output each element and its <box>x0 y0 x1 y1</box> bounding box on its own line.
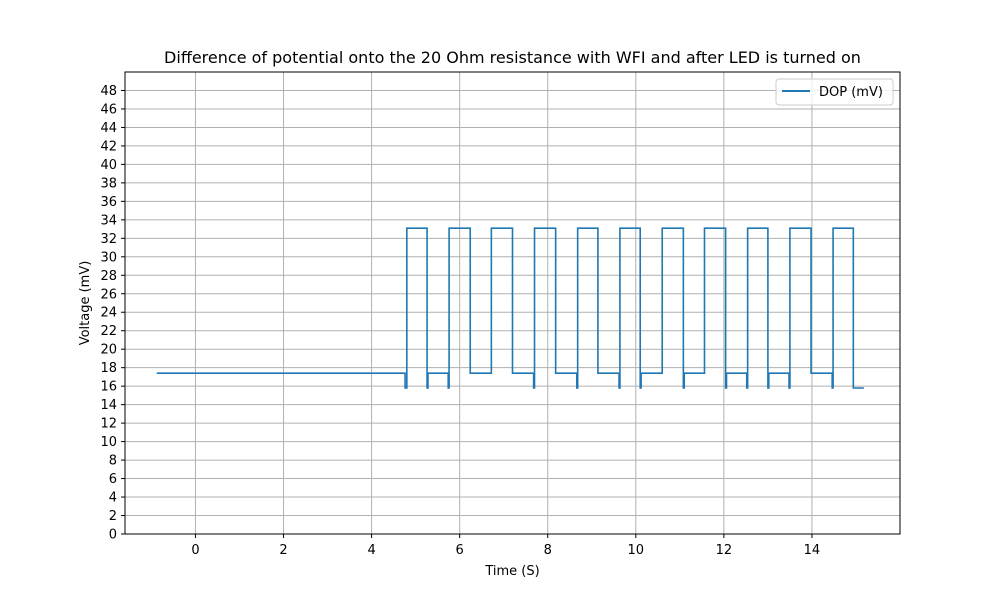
y-tick-label: 10 <box>100 435 117 450</box>
y-tick-label: 44 <box>100 121 117 136</box>
y-tick-label: 40 <box>100 158 117 173</box>
y-tick-label: 16 <box>100 380 117 395</box>
legend-box <box>775 78 894 106</box>
x-tick-label: 2 <box>279 543 287 558</box>
x-tick-label: 14 <box>804 543 821 558</box>
x-tick-label: 10 <box>628 543 645 558</box>
y-tick-label: 12 <box>100 417 117 432</box>
y-tick-label: 38 <box>100 176 117 191</box>
x-tick-label: 8 <box>544 543 552 558</box>
y-tick-label: 4 <box>109 491 117 506</box>
y-tick-label: 26 <box>100 287 117 302</box>
y-tick-label: 22 <box>100 324 117 339</box>
x-tick-label: 6 <box>456 543 464 558</box>
series-layer <box>156 227 864 389</box>
y-tick-label: 30 <box>100 250 117 265</box>
plot-frame <box>124 71 901 535</box>
y-tick-label: 36 <box>100 195 117 210</box>
y-tick-label: 8 <box>109 454 117 469</box>
legend: DOP (mV) <box>775 78 894 106</box>
x-tick-label: 4 <box>367 543 375 558</box>
y-tick-label: 34 <box>100 213 117 228</box>
y-tick-label: 0 <box>109 528 117 543</box>
y-axis-label: Voltage (mV) <box>78 261 93 346</box>
y-tick-label: 6 <box>109 472 117 487</box>
y-tick-label: 32 <box>100 232 117 247</box>
y-tick-label: 20 <box>100 343 117 358</box>
y-tick-label: 14 <box>100 398 117 413</box>
x-tick-label: 0 <box>191 543 199 558</box>
y-tick-label: 18 <box>100 361 117 376</box>
x-tick-label: 12 <box>716 543 733 558</box>
x-axis: 0 2 4 6 8 10 12 14 <box>191 534 820 558</box>
y-tick-label: 2 <box>109 509 117 524</box>
legend-label: DOP (mV) <box>819 85 883 100</box>
y-tick-label: 46 <box>100 102 117 117</box>
chart-title: Difference of potential onto the 20 Ohm … <box>164 48 861 67</box>
y-tick-label: 48 <box>100 84 117 99</box>
series-line-dop <box>156 227 864 389</box>
y-axis: 0246810121416182022242628303234363840424… <box>100 84 125 543</box>
y-tick-label: 42 <box>100 139 117 154</box>
x-axis-label: Time (S) <box>484 564 539 579</box>
y-tick-label: 28 <box>100 269 117 284</box>
y-tick-label: 24 <box>100 306 117 321</box>
